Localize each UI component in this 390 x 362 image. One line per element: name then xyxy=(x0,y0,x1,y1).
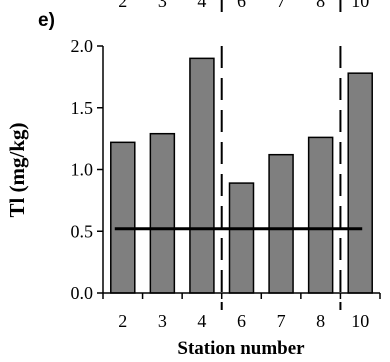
x-tick-label: 8 xyxy=(316,311,325,331)
x-axis-label: Station number xyxy=(177,338,305,359)
bar xyxy=(307,136,334,294)
y-tick-label: 0.0 xyxy=(71,283,94,303)
top-cut-label: 10 xyxy=(351,0,369,11)
top-cut-label: 6 xyxy=(237,0,246,11)
x-tick-label: 10 xyxy=(351,311,369,331)
y-tick-label: 2.0 xyxy=(71,36,94,56)
x-tick-label: 7 xyxy=(277,311,286,331)
bar xyxy=(347,72,373,294)
station-dividers xyxy=(220,46,342,310)
bars-group xyxy=(110,57,373,294)
y-axis-label: Tl (mg/kg) xyxy=(5,122,29,217)
x-tick-label: 3 xyxy=(158,311,167,331)
top-cut-label: 7 xyxy=(277,0,286,11)
bar xyxy=(189,57,215,294)
bar xyxy=(110,141,136,294)
y-tick-label: 1.5 xyxy=(71,98,94,118)
top-cut-label: 8 xyxy=(316,0,325,11)
bar xyxy=(228,182,255,294)
y-tick-label: 1.0 xyxy=(71,160,94,180)
y-axis: 0.0 0.5 1.0 1.5 2.0 xyxy=(71,36,104,303)
x-tick-label: 6 xyxy=(237,311,246,331)
bar xyxy=(149,132,176,294)
y-tick-label: 0.5 xyxy=(71,221,94,241)
top-cut-label: 3 xyxy=(158,0,167,11)
bar xyxy=(268,153,294,294)
panel-label: e) xyxy=(38,10,55,31)
top-cut-labels: 2 3 4 6 7 8 10 xyxy=(118,0,369,12)
top-cut-label: 2 xyxy=(118,0,127,11)
top-cut-label: 4 xyxy=(197,0,206,11)
x-tick-label: 4 xyxy=(197,311,206,331)
x-axis: 2 3 4 6 7 8 10 xyxy=(102,292,381,331)
x-tick-label: 2 xyxy=(118,311,127,331)
